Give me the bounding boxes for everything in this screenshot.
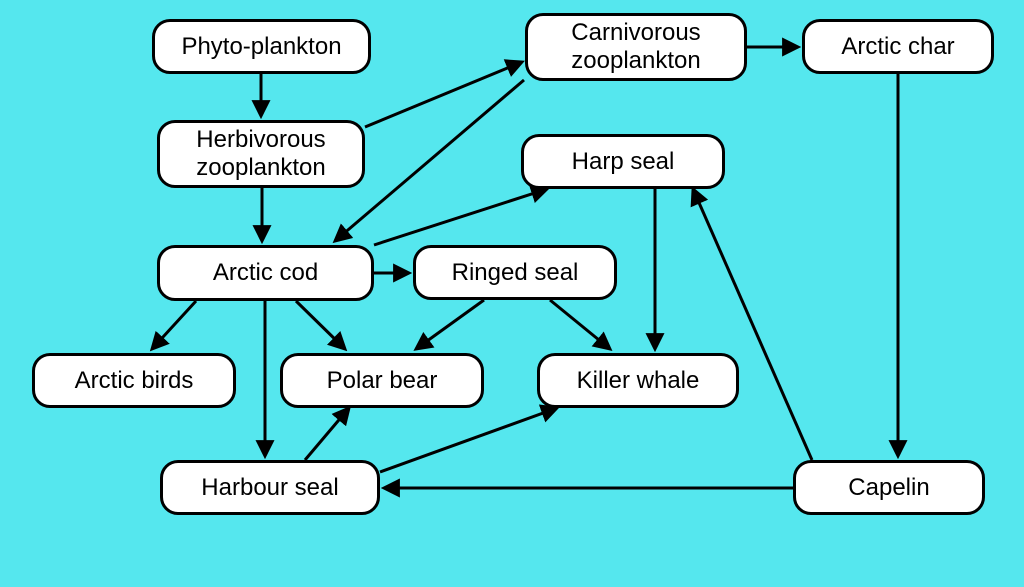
edge-arcticcod-to-arcticbirds	[152, 301, 196, 349]
node-label: Herbivorous zooplankton	[196, 126, 325, 181]
node-harbourseal: Harbour seal	[160, 460, 380, 515]
edge-harbourseal-to-polarbear	[305, 408, 349, 460]
node-polarbear: Polar bear	[280, 353, 484, 408]
node-ringedseal: Ringed seal	[413, 245, 617, 300]
node-killerwhale: Killer whale	[537, 353, 739, 408]
edge-ringedseal-to-polarbear	[416, 300, 484, 349]
node-arcticcod: Arctic cod	[157, 245, 374, 301]
node-label: Capelin	[848, 474, 929, 502]
edge-arcticcod-to-polarbear	[296, 301, 345, 349]
node-label: Arctic birds	[75, 367, 194, 395]
node-label: Carnivorous zooplankton	[571, 19, 700, 74]
node-label: Killer whale	[577, 367, 700, 395]
node-label: Arctic char	[841, 33, 954, 61]
edge-herbzoo-to-carnzoo	[365, 62, 522, 127]
edge-ringedseal-to-killerwhale	[550, 300, 610, 349]
node-label: Ringed seal	[452, 259, 579, 287]
node-phyto: Phyto-plankton	[152, 19, 371, 74]
node-harpseal: Harp seal	[521, 134, 725, 189]
node-arcticbirds: Arctic birds	[32, 353, 236, 408]
node-label: Harbour seal	[201, 474, 338, 502]
node-carnzoo: Carnivorous zooplankton	[525, 13, 747, 81]
edge-capelin-to-harpseal	[693, 189, 812, 460]
node-label: Phyto-plankton	[181, 33, 341, 61]
node-label: Arctic cod	[213, 259, 318, 287]
node-label: Harp seal	[572, 148, 675, 176]
node-arcticchar: Arctic char	[802, 19, 994, 74]
node-capelin: Capelin	[793, 460, 985, 515]
edge-arcticcod-to-harpseal	[374, 189, 547, 245]
edge-harbourseal-to-killerwhale	[380, 408, 557, 472]
food-web-diagram: Phyto-plankton Carnivorous zooplankton Arc…	[0, 0, 1024, 587]
node-label: Polar bear	[327, 367, 438, 395]
node-herbzoo: Herbivorous zooplankton	[157, 120, 365, 188]
